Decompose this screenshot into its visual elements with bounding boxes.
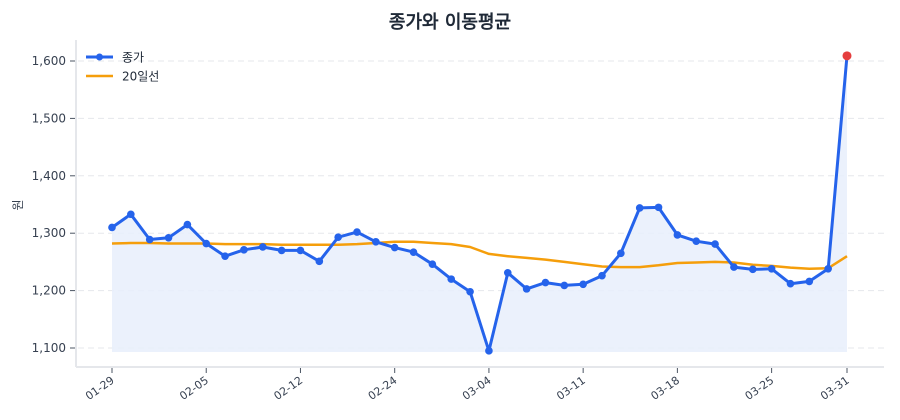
x-tick-label: 02-05: [177, 374, 211, 403]
close-data-point: [428, 260, 437, 268]
close-data-point: [730, 263, 738, 271]
y-tick-label: 1,300: [32, 226, 66, 240]
legend-label-ma20: 20일선: [122, 70, 159, 84]
close-data-point: [560, 281, 569, 290]
ma20-line: [111, 240, 848, 271]
close-data-point: [635, 204, 644, 212]
close-data-point: [221, 252, 229, 260]
y-tick-label: 1,500: [32, 111, 66, 125]
y-tick-label: 1,200: [32, 284, 66, 298]
x-tick-label: 03-11: [554, 374, 588, 403]
close-data-point: [824, 264, 832, 273]
y-tick-label: 1,600: [32, 54, 66, 68]
close-data-point: [654, 203, 663, 212]
close-data-point: [598, 271, 606, 280]
close-data-point: [805, 277, 814, 286]
x-tick-label: 02-24: [366, 374, 400, 403]
axes: [75, 40, 884, 368]
y-axis-label: 원: [11, 199, 25, 210]
close-data-point: [258, 243, 267, 251]
y-axis-ticks: 1,100 1,200 1,300 1,400 1,500 1,600: [32, 54, 75, 355]
close-data-point: [334, 233, 342, 242]
close-data-point: [108, 223, 116, 232]
close-price-line: [111, 55, 849, 353]
close-data-point: [409, 248, 418, 256]
x-tick-label: 03-18: [648, 374, 682, 403]
close-data-point: [767, 264, 776, 273]
close-data-point: [466, 287, 474, 296]
legend: 종가 20일선: [86, 51, 159, 84]
close-area-fill: [112, 55, 847, 353]
close-data-point: [786, 279, 795, 288]
close-data-point: [579, 280, 587, 289]
x-tick-label: 03-04: [460, 374, 494, 403]
close-data-point: [315, 257, 324, 266]
close-data-point: [277, 246, 286, 255]
x-axis-ticks: 01-29 02-05 02-12 02-24 03-04 03-11 03-18 03-25…: [83, 368, 852, 403]
close-data-point: [145, 235, 154, 244]
chart-title: 종가와 이동평균: [388, 12, 512, 33]
close-data-point: [240, 246, 248, 254]
close-data-point: [372, 238, 380, 246]
close-data-point: [748, 265, 757, 274]
close-data-point: [202, 239, 211, 248]
close-data-point: [353, 228, 361, 236]
close-data-point: [485, 347, 493, 355]
legend-close-marker: [96, 53, 103, 61]
close-data-point: [127, 210, 135, 219]
close-data-point: [617, 249, 625, 258]
x-tick-label: 01-29: [83, 374, 117, 403]
close-data-point: [390, 243, 399, 252]
x-tick-label: 03-25: [743, 374, 777, 403]
x-tick-label: 03-31: [818, 374, 852, 403]
y-tick-label: 1,400: [32, 169, 66, 183]
close-data-point: [447, 275, 456, 283]
close-data-point: [692, 237, 701, 246]
close-data-point: [503, 269, 512, 277]
x-tick-label: 02-12: [272, 374, 306, 403]
close-data-point: [541, 278, 550, 287]
close-data-point: [164, 233, 173, 242]
close-data-point: [183, 220, 192, 229]
last-point-highlight: [842, 51, 852, 61]
legend-label-close: 종가: [122, 51, 144, 65]
close-data-point: [673, 231, 682, 239]
close-price-markers: [108, 203, 832, 355]
y-tick-label: 1,100: [32, 341, 66, 355]
close-data-point: [711, 240, 719, 248]
close-data-point: [522, 285, 531, 293]
close-data-point: [296, 246, 305, 255]
